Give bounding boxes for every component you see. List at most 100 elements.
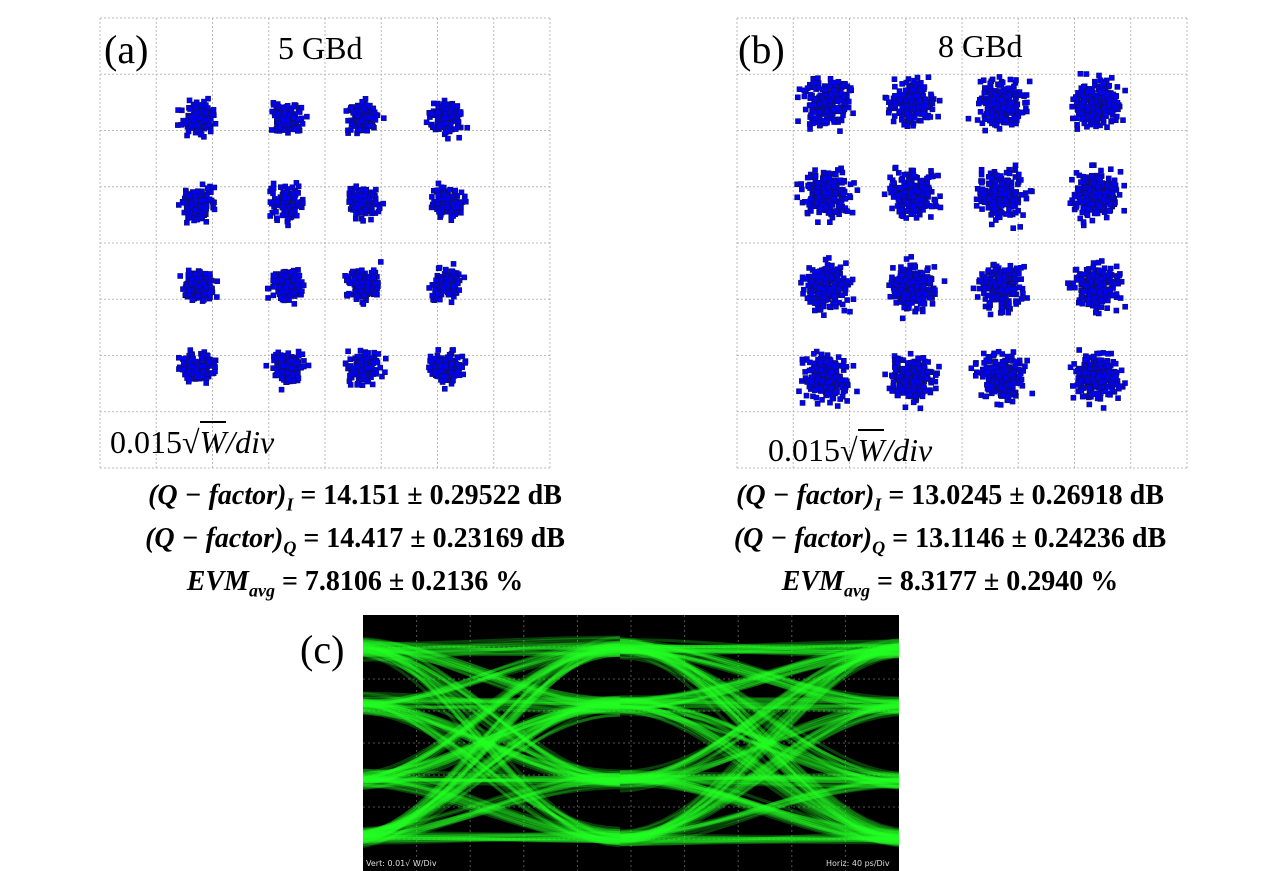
symbol-point <box>347 356 354 363</box>
symbol-point <box>211 184 218 191</box>
symbol-point <box>345 348 351 355</box>
symbol-point <box>1010 225 1017 231</box>
symbol-point <box>268 185 274 192</box>
symbol-point <box>177 273 184 279</box>
symbol-point <box>447 355 454 361</box>
symbol-point <box>377 259 384 265</box>
symbol-point <box>823 276 829 282</box>
symbol-point <box>794 194 800 201</box>
symbol-point <box>274 371 281 378</box>
symbol-point <box>811 351 817 357</box>
symbol-point <box>974 185 981 192</box>
symbol-point <box>1029 390 1036 397</box>
symbol-point <box>353 195 360 202</box>
symbol-point <box>941 278 948 284</box>
symbol-point <box>201 291 208 297</box>
symbol-point <box>902 378 909 385</box>
symbol-point <box>208 189 214 195</box>
symbol-point <box>910 172 917 178</box>
symbol-point <box>817 359 824 366</box>
symbol-point <box>845 104 852 111</box>
symbol-point <box>804 174 811 181</box>
symbol-point <box>847 308 853 315</box>
symbol-point <box>279 204 286 211</box>
symbol-point <box>915 104 922 111</box>
symbol-point <box>801 93 808 100</box>
symbol-point <box>456 134 462 141</box>
symbol-point <box>821 312 827 318</box>
symbol-point <box>1000 362 1007 369</box>
symbol-point <box>837 264 844 271</box>
symbol-point <box>992 121 998 128</box>
symbol-point <box>176 354 182 361</box>
symbol-point <box>373 368 380 375</box>
symbol-point <box>923 291 929 297</box>
symbol-point <box>809 273 816 280</box>
symbol-point <box>1005 381 1012 388</box>
symbol-point <box>902 87 909 94</box>
symbol-point <box>824 390 830 397</box>
symbol-point <box>1002 368 1009 374</box>
symbol-point <box>203 380 209 386</box>
symbol-point <box>437 358 443 365</box>
symbol-point <box>200 369 207 375</box>
symbol-point <box>906 305 912 311</box>
symbol-point <box>429 292 436 299</box>
symbol-point <box>928 214 934 220</box>
symbol-point <box>285 118 291 124</box>
symbol-point <box>294 128 301 134</box>
symbol-point <box>920 383 926 390</box>
symbol-point <box>807 359 813 366</box>
symbol-point <box>181 199 187 206</box>
symbol-point <box>368 374 374 381</box>
symbol-point <box>979 179 985 186</box>
symbol-point <box>889 372 895 379</box>
symbol-point <box>273 209 279 215</box>
symbol-point <box>925 74 932 80</box>
symbol-point <box>361 372 367 379</box>
symbol-point <box>270 190 276 197</box>
symbol-point <box>977 78 984 85</box>
symbol-point <box>212 364 218 370</box>
symbol-point <box>1023 195 1030 202</box>
symbol-point <box>206 122 213 128</box>
symbol-point <box>268 127 275 133</box>
symbol-point <box>996 126 1003 132</box>
symbol-point <box>295 277 302 284</box>
symbol-point <box>902 189 909 195</box>
symbol-point <box>974 117 981 123</box>
symbol-point <box>816 109 823 115</box>
symbol-point <box>369 381 376 388</box>
symbol-point <box>1002 197 1009 204</box>
symbol-point <box>993 364 1000 371</box>
symbol-point <box>1005 393 1011 400</box>
symbol-point <box>279 363 286 369</box>
symbol-point <box>361 292 368 298</box>
symbol-point <box>440 284 446 291</box>
symbol-point <box>808 374 815 380</box>
symbol-point <box>362 96 369 102</box>
symbol-point <box>916 365 923 371</box>
symbol-point <box>899 207 906 213</box>
symbol-point <box>452 187 459 194</box>
symbol-point <box>282 195 289 202</box>
symbol-point <box>462 360 468 366</box>
symbol-point <box>803 392 810 399</box>
symbol-point <box>1027 188 1034 194</box>
symbol-point <box>924 369 931 376</box>
symbol-point <box>912 393 919 400</box>
symbol-point <box>913 272 920 279</box>
symbol-point <box>264 285 271 292</box>
symbol-point <box>808 112 814 119</box>
symbol-point <box>910 399 917 406</box>
symbol-point <box>346 199 352 205</box>
symbol-point <box>351 205 358 211</box>
symbol-point <box>837 177 844 184</box>
symbol-point <box>921 295 927 302</box>
symbol-point <box>185 267 192 274</box>
symbol-point <box>299 121 306 127</box>
symbol-point <box>284 370 291 377</box>
symbol-point <box>359 99 365 105</box>
symbol-point <box>839 83 846 90</box>
symbol-point <box>207 128 214 135</box>
